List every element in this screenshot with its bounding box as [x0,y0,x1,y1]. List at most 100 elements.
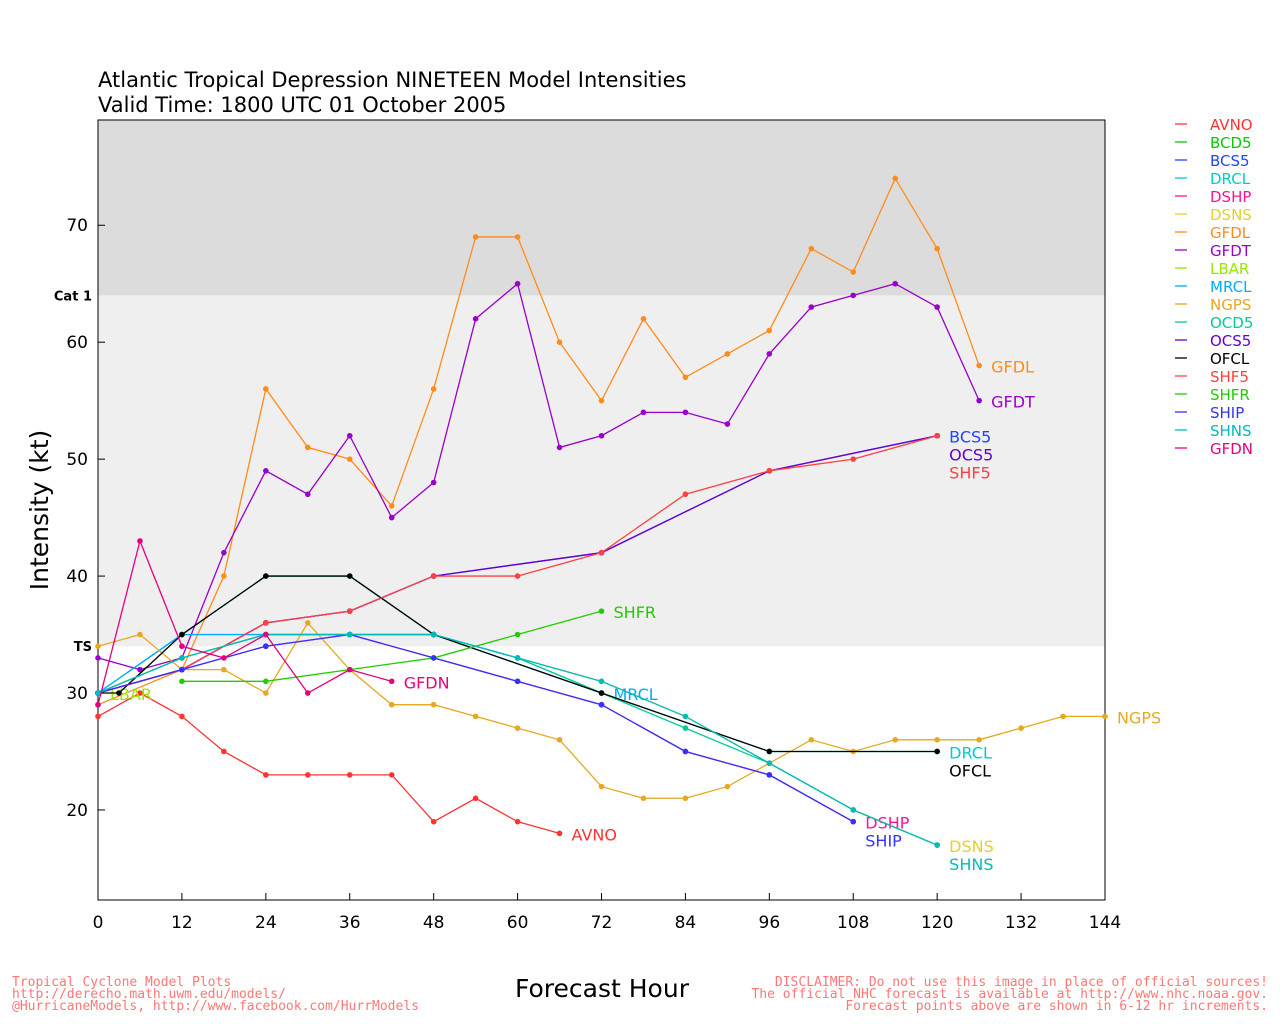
data-point-gfdt [514,280,521,287]
data-point-ship [682,748,689,755]
data-point-avno [388,772,395,778]
data-point-shf5 [514,573,521,579]
data-point-gfdt [263,468,269,474]
legend-entry: GFDN [1210,440,1253,458]
series-end-label: DSHP [865,814,910,833]
data-point-ngps [95,643,101,650]
data-point-shf5 [850,456,857,462]
legend-entry: LBAR [1210,260,1249,278]
data-point-ngps [514,725,521,731]
data-point-ngps [472,713,479,720]
data-point-ship [263,643,269,650]
intensity-band [98,120,1105,296]
data-point-ofcl [934,748,940,755]
series-end-label: GFDL [991,358,1034,377]
data-point-shf5 [430,573,437,579]
data-point-shfr [263,678,269,685]
data-point-shns [514,655,521,661]
legend-entry: BCD5 [1210,134,1252,152]
legend-entry: MRCL [1210,278,1252,296]
data-point-ngps [304,620,311,626]
data-point-gfdn [388,678,395,685]
data-point-ofcl [346,573,353,579]
data-point-gfdl [976,362,982,369]
footer-disclaimer: DISCLAIMER: Do not use this image in pla… [751,976,1268,1013]
y-tick-label: 70 [66,216,88,236]
data-point-ngps [808,736,815,743]
data-point-gfdl [221,573,227,579]
data-point-ngps [556,736,563,743]
data-point-shf5 [682,491,689,498]
data-point-ngps [892,736,899,743]
data-point-shns [346,631,353,638]
data-point-gfdt [388,514,395,521]
series-end-label: MRCL [614,685,658,704]
data-point-shns [766,760,773,766]
data-point-gfdn [304,690,311,696]
data-point-gfdn [137,538,143,544]
data-point-avno [346,772,353,778]
data-point-ngps [388,701,395,708]
footer-line: Tropical Cyclone Model Plots [12,975,232,990]
data-point-gfdl [430,386,437,392]
data-point-shf5 [934,432,940,439]
series-end-label: DRCL [949,743,992,762]
data-point-ofcl [263,573,269,579]
x-tick-label: 96 [759,913,781,933]
data-point-gfdl [766,327,773,334]
series-end-label: AVNO [572,825,617,844]
data-point-ngps [682,795,689,802]
data-point-shns [934,842,940,848]
data-point-avno [304,772,311,778]
data-point-ship [179,666,185,673]
data-point-gfdt [808,304,815,310]
legend-entry: GFDT [1210,242,1252,260]
data-point-gfdl [346,456,353,462]
data-point-shns [95,690,101,696]
data-point-gfdl [472,234,479,240]
legend-entry: DSHP [1210,188,1251,206]
y-axis-label: Intensity (kt) [25,430,54,591]
x-tick-label: 48 [423,913,445,933]
data-point-gfdt [346,432,353,439]
data-point-ofcl [116,690,122,696]
data-point-shns [598,678,605,685]
legend-entry: OCS5 [1210,332,1251,350]
data-point-ngps [1060,713,1066,720]
data-point-gfdl [304,444,311,451]
data-point-avno [221,748,227,755]
x-tick-label: 144 [1089,913,1121,933]
data-point-gfdl [850,269,857,275]
chart-title: Valid Time: 1800 UTC 01 October 2005 [98,93,506,117]
data-point-ship [430,655,437,661]
data-point-shf5 [598,549,605,556]
legend-entry: AVNO [1210,116,1253,134]
data-point-shns [179,655,185,661]
x-tick-label: 24 [255,913,277,933]
series-end-label: DSNS [949,837,994,856]
data-point-gfdl [808,245,815,252]
data-point-gfdt [682,409,689,416]
series-end-label: SHFR [614,603,657,622]
data-point-ngps [1018,725,1024,731]
footer-credits: Tropical Cyclone Model Plots http://dere… [12,975,419,1013]
data-point-ngps [263,690,269,696]
data-point-gfdt [640,409,647,416]
data-point-shf5 [346,608,353,614]
band-label: TS [74,640,92,655]
data-point-gfdt [472,316,479,322]
series-line-gfdt [97,282,980,671]
data-point-ship [598,701,605,708]
data-point-shfr [179,678,185,685]
data-point-gfdt [724,421,731,427]
series-line-avno [97,692,560,834]
x-tick-label: 132 [1005,913,1037,933]
data-point-ngps [137,631,143,638]
data-point-gfdt [556,444,563,451]
y-tick-label: 60 [66,333,88,353]
data-point-gfdl [514,234,521,240]
data-point-ship [766,772,773,778]
data-point-ngps [640,795,647,802]
y-tick-label: 50 [66,450,88,470]
